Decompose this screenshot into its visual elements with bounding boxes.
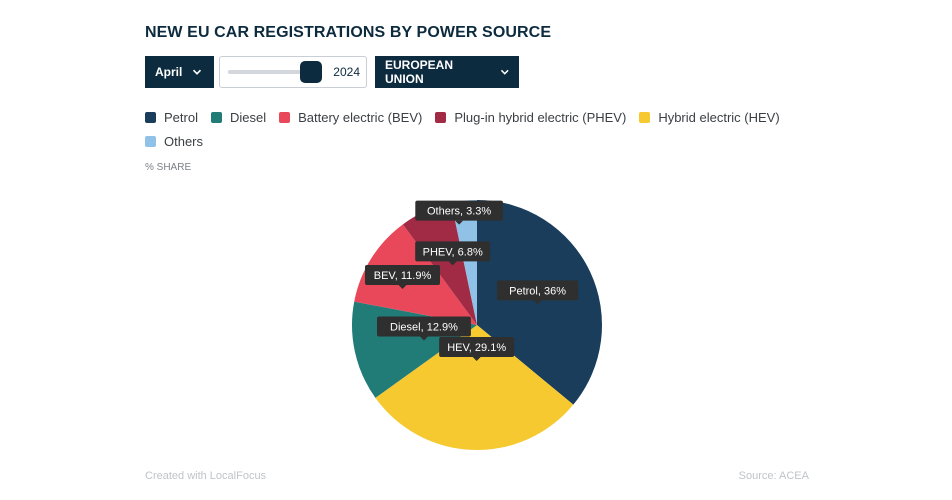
region-dropdown-label: EUROPEAN UNION: [385, 58, 454, 86]
data-label-box: [439, 336, 515, 357]
legend-label: Plug-in hybrid electric (PHEV): [454, 109, 627, 125]
year-slider-track[interactable]: [228, 61, 322, 83]
data-label: Others, 3.3%: [415, 200, 503, 225]
year-slider-thumb[interactable]: [299, 61, 322, 83]
data-label-pointer: [448, 261, 457, 266]
pie-slice-phev[interactable]: [402, 202, 477, 325]
chevron-down-icon: [193, 69, 202, 75]
legend-swatch: [435, 111, 447, 123]
legend-swatch: [145, 111, 156, 123]
year-slider-fill: [228, 70, 322, 74]
chevron-down-icon: [500, 69, 509, 75]
legend-swatch: [210, 111, 222, 123]
data-label-text: BEV, 11.9%: [374, 270, 432, 282]
chart-title: NEW EU CAR REGISTRATIONS BY POWER SOURCE: [145, 24, 552, 41]
unit-label: % SHARE: [145, 162, 192, 173]
data-label-text: HEV, 29.1%: [447, 342, 506, 354]
data-label-pointer: [455, 220, 464, 225]
legend-label: Diesel: [229, 109, 267, 125]
data-label: PHEV, 6.8%: [415, 241, 491, 266]
filter-controls: April 2024 EUROPEAN UNION: [145, 56, 519, 88]
month-dropdown-label: April: [155, 65, 183, 79]
data-label: BEV, 11.9%: [365, 265, 441, 290]
legend-swatch: [279, 111, 291, 123]
data-label-box: [365, 265, 441, 286]
pie-chart: Petrol, 36% HEV, 29.1% Diesel, 12.9% BEV, 1…: [352, 200, 602, 450]
legend-label: Petrol: [164, 109, 198, 125]
created-with-credit[interactable]: Created with LocalFocus: [145, 470, 267, 482]
data-label: Petrol, 36%: [496, 280, 579, 305]
legend-item[interactable]: Others: [145, 132, 203, 150]
data-label-pointer: [533, 300, 542, 305]
pie-slice-others[interactable]: [451, 200, 477, 325]
data-label-pointer: [419, 336, 428, 341]
legend-label: Battery electric (BEV): [298, 109, 423, 125]
data-label-text: Others, 3.3%: [427, 206, 491, 218]
year-slider[interactable]: 2024: [219, 56, 367, 88]
legend-label: Hybrid electric (HEV): [658, 109, 780, 125]
legend-swatch: [639, 111, 651, 123]
pie-slice-hev[interactable]: [375, 325, 574, 450]
legend-swatch: [145, 135, 156, 147]
data-label-box: [496, 280, 579, 301]
data-label: Diesel, 12.9%: [377, 316, 471, 341]
legend-item[interactable]: Petrol: [145, 108, 198, 126]
data-label-box: [415, 200, 503, 221]
data-label: HEV, 29.1%: [439, 336, 515, 361]
region-dropdown[interactable]: EUROPEAN UNION: [375, 56, 519, 88]
year-value: 2024: [333, 65, 360, 79]
source-credit: Source: ACEA: [738, 470, 809, 482]
month-dropdown[interactable]: April: [145, 56, 214, 88]
data-label-text: Petrol, 36%: [509, 285, 566, 297]
chart-legend: Petrol Diesel Battery electric (BEV) Plug-i…: [145, 108, 805, 150]
data-label-text: Diesel, 12.9%: [390, 321, 458, 333]
legend-item[interactable]: Plug-in hybrid electric (PHEV): [435, 108, 626, 126]
data-label-text: PHEV, 6.8%: [423, 246, 483, 258]
data-label-pointer: [472, 356, 481, 361]
legend-item[interactable]: Hybrid electric (HEV): [639, 108, 780, 126]
data-label-box: [377, 316, 471, 337]
legend-label: Others: [164, 133, 204, 149]
legend-item[interactable]: Battery electric (BEV): [279, 108, 422, 126]
legend-item[interactable]: Diesel: [210, 108, 267, 126]
data-label-pointer: [398, 285, 407, 290]
data-label-box: [415, 241, 491, 262]
